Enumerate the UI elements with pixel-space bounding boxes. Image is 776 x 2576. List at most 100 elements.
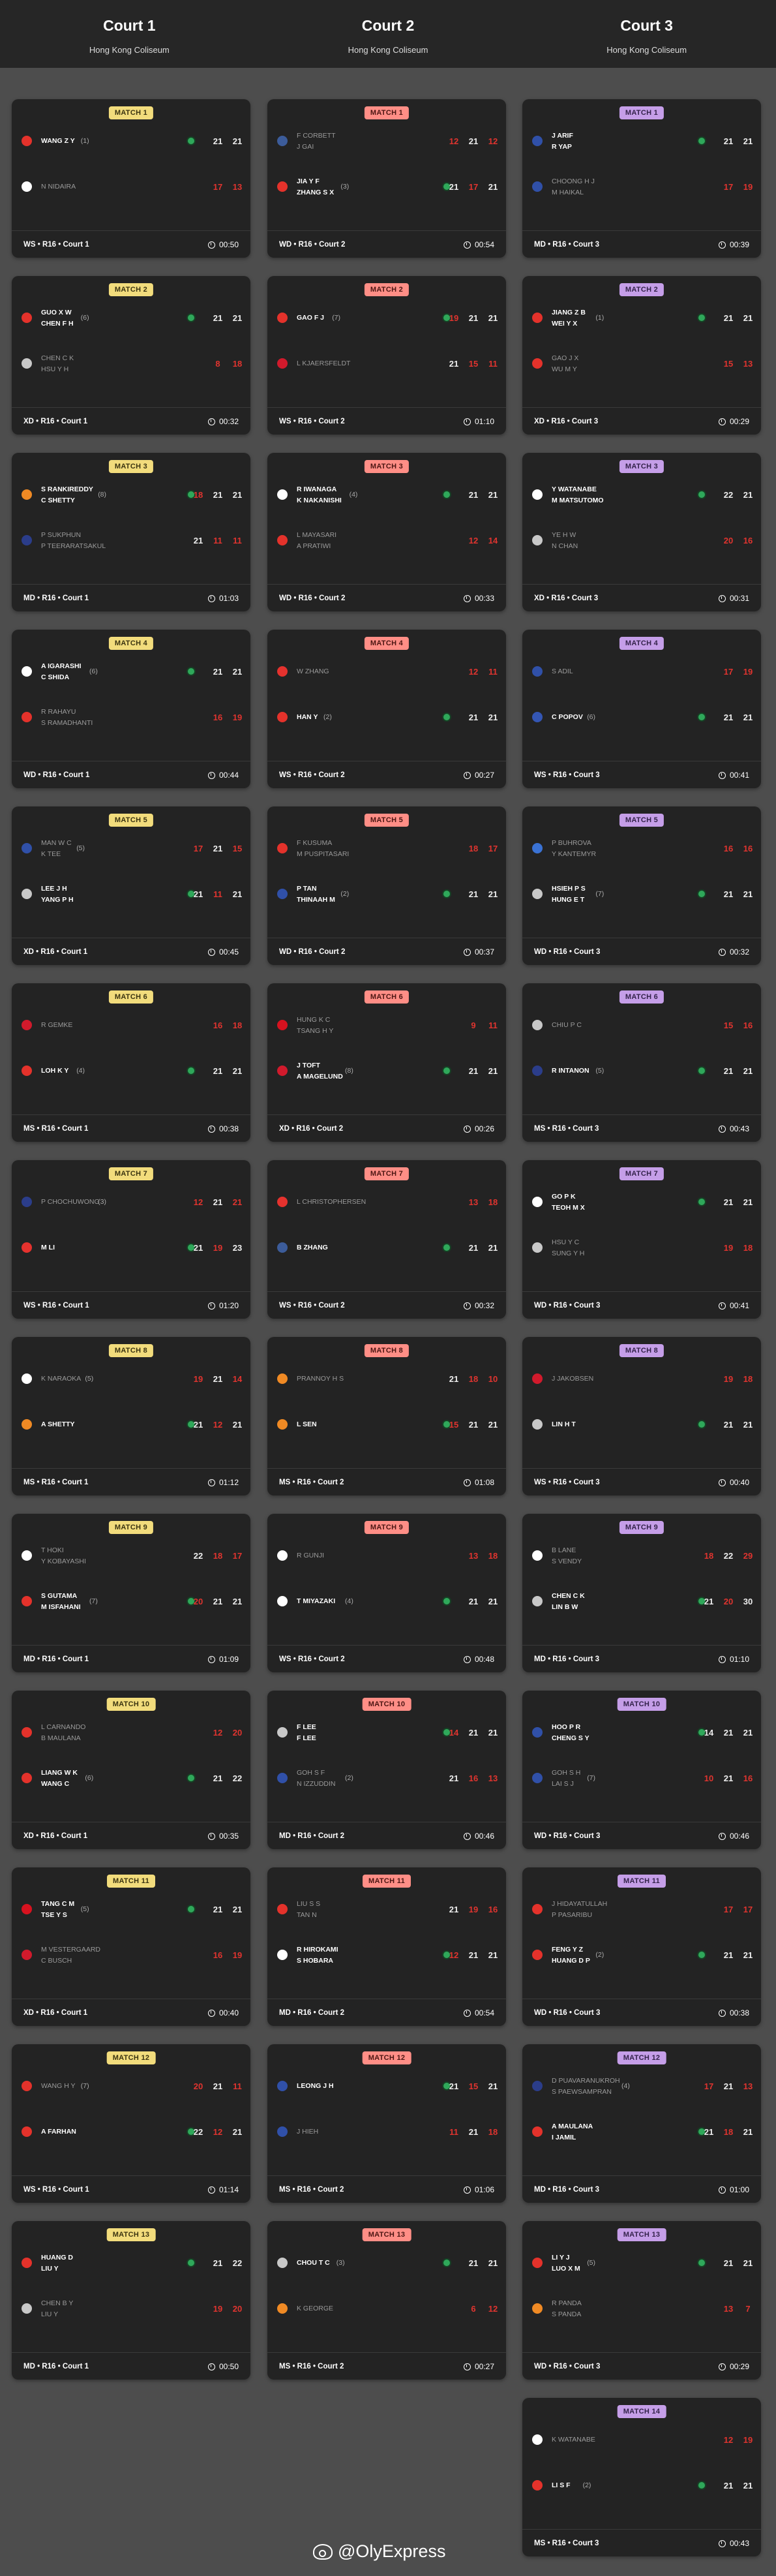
match-card[interactable]: MATCH 5 MAN W C K TEE (5) 17 21 15 LEE J H YANG … [12, 806, 250, 965]
match-card[interactable]: MATCH 11 J HIDAYATULLAH P PASARIBU 17 17 FENG… [522, 1867, 761, 2026]
player-name[interactable]: J GAI [297, 142, 314, 151]
player-name[interactable]: L MAYASARI [297, 530, 337, 539]
player-name[interactable]: P CHOCHUWONG [41, 1198, 100, 1206]
player-name[interactable]: Y KOBAYASHI [41, 1557, 86, 1565]
player-name[interactable]: J JAKOBSEN [552, 1375, 594, 1383]
player-name[interactable]: S PAEWSAMPRAN [552, 2087, 612, 2096]
player-name[interactable]: R HIROKAMI [297, 1945, 338, 1954]
player-name[interactable]: S ADIL [552, 667, 573, 675]
player-name[interactable]: WU M Y [552, 365, 577, 373]
player-name[interactable]: WANG Z Y [41, 137, 75, 145]
player-name[interactable]: F KUSUMA [297, 838, 333, 847]
player-name[interactable]: LOH K Y [41, 1067, 69, 1075]
match-card[interactable]: MATCH 4 A IGARASHI C SHIDA (6) 21 21 R RAHAYU S… [12, 630, 250, 788]
player-name[interactable]: Y WATANABE [552, 485, 597, 493]
player-name[interactable]: TSE Y S [41, 1910, 67, 1919]
player-name[interactable]: B ZHANG [297, 1244, 328, 1251]
player-name[interactable]: R GEMKE [41, 1021, 73, 1029]
player-name[interactable]: F LEE [297, 1734, 316, 1742]
player-name[interactable]: TAN N [297, 1910, 317, 1919]
match-card[interactable]: MATCH 7 GO P K TEOH M X 21 21 HSU Y C SUNG Y H… [522, 1160, 761, 1319]
player-name[interactable]: R IWANAGA [297, 485, 337, 493]
player-name[interactable]: F CORBETT [297, 131, 336, 140]
player-name[interactable]: YANG P H [41, 895, 74, 904]
match-card[interactable]: MATCH 10 L CARNANDO B MAULANA 12 20 LIANG W K… [12, 1691, 250, 1849]
player-name[interactable]: T MIYAZAKI [297, 1597, 336, 1605]
player-name[interactable]: S VENDY [552, 1557, 582, 1565]
player-name[interactable]: W ZHANG [297, 667, 329, 675]
player-name[interactable]: A IGARASHI [41, 662, 82, 670]
match-card[interactable]: MATCH 12 LEONG J H 21 15 21 J HIEH 11 21 18 MS • … [267, 2044, 506, 2203]
player-name[interactable]: N IZZUDDIN [297, 1779, 336, 1788]
player-name[interactable]: CHEN F H [41, 319, 74, 328]
player-name[interactable]: SUNG Y H [552, 1249, 585, 1257]
player-name[interactable]: LIN B W [552, 1602, 578, 1611]
player-name[interactable]: LAI S J [552, 1779, 574, 1788]
match-card[interactable]: MATCH 12 WANG H Y (7) 20 21 11 A FARHAN 22 12 21 W… [12, 2044, 250, 2203]
court-2-header[interactable]: Court 2 Hong Kong Coliseum [259, 0, 518, 68]
player-name[interactable]: M PUSPITASARI [297, 850, 350, 858]
player-name[interactable]: B MAULANA [41, 1734, 81, 1742]
player-name[interactable]: K NAKANISHI [297, 496, 342, 504]
player-name[interactable]: D PUAVARANUKROH [552, 2076, 620, 2085]
match-card[interactable]: MATCH 13 CHOU T C (3) 21 21 K GEORGE 6 12 MS • R… [267, 2221, 506, 2380]
player-name[interactable]: R RAHAYU [41, 707, 76, 716]
player-name[interactable]: CHOONG H J [552, 177, 595, 185]
player-name[interactable]: GO P K [552, 1192, 576, 1201]
player-name[interactable]: GAO F J [297, 314, 325, 322]
player-name[interactable]: I JAMIL [552, 2133, 576, 2141]
player-name[interactable]: M MATSUTOMO [552, 496, 604, 504]
player-name[interactable]: LI Y J [552, 2253, 570, 2262]
match-card[interactable]: MATCH 2 GUO X W CHEN F H (6) 21 21 CHEN C K HSU… [12, 276, 250, 435]
player-name[interactable]: HUNG E T [552, 895, 585, 904]
player-name[interactable]: K TEE [41, 850, 61, 858]
player-name[interactable]: ZHANG S X [297, 188, 335, 196]
player-name[interactable]: HSU Y H [41, 365, 69, 373]
player-name[interactable]: MAN W C [41, 838, 72, 847]
player-name[interactable]: P BUHROVA [552, 838, 591, 847]
player-name[interactable]: LIN H T [552, 1420, 576, 1428]
match-card[interactable]: MATCH 6 CHIU P C 15 16 R INTANON (5) 21 21 MS • … [522, 983, 761, 1142]
match-card[interactable]: MATCH 7 L CHRISTOPHERSEN 13 18 B ZHANG 21 21 WS… [267, 1160, 506, 1319]
player-name[interactable]: J ARIF [552, 131, 573, 140]
player-name[interactable]: K NARAOKA [41, 1375, 82, 1383]
player-name[interactable]: GUO X W [41, 308, 72, 316]
player-name[interactable]: HAN Y [297, 713, 318, 721]
match-card[interactable]: MATCH 11 TANG C M TSE Y S (5) 21 21 M VESTERGA… [12, 1867, 250, 2026]
player-name[interactable]: HUNG K C [297, 1015, 331, 1024]
player-name[interactable]: K WATANABE [552, 2436, 595, 2444]
player-name[interactable]: R INTANON [552, 1067, 589, 1075]
player-name[interactable]: N NIDAIRA [41, 183, 76, 191]
match-card[interactable]: MATCH 8 PRANNOY H S 21 18 10 L SEN 15 21 21 MS • … [267, 1337, 506, 1495]
player-name[interactable]: A PRATIWI [297, 542, 331, 550]
match-card[interactable]: MATCH 1 F CORBETT J GAI 12 21 12 JIA Y F ZHANG … [267, 99, 506, 258]
player-name[interactable]: LIU Y [41, 2310, 59, 2318]
player-name[interactable]: CHENG S Y [552, 1734, 589, 1742]
player-name[interactable]: HUANG D [41, 2253, 73, 2262]
player-name[interactable]: WEI Y X [552, 319, 578, 328]
match-card[interactable]: MATCH 12 D PUAVARANUKROH S PAEWSAMPRAN (4) 1… [522, 2044, 761, 2203]
player-name[interactable]: C SHIDA [41, 673, 70, 681]
match-card[interactable]: MATCH 11 LIU S S TAN N 21 19 16 R HIROKAMI S HO… [267, 1867, 506, 2026]
player-name[interactable]: S RAMADHANTI [41, 718, 93, 727]
player-name[interactable]: L SEN [297, 1420, 317, 1428]
player-name[interactable]: P SUKPHUN [41, 530, 82, 539]
court-3-header[interactable]: Court 3 Hong Kong Coliseum [517, 0, 776, 68]
player-name[interactable]: YE H W [552, 530, 576, 539]
player-name[interactable]: LIU Y [41, 2264, 59, 2273]
match-card[interactable]: MATCH 10 HOO P R CHENG S Y 14 21 21 GOH S H LAI… [522, 1691, 761, 1849]
player-name[interactable]: CHOU T C [297, 2259, 330, 2267]
match-card[interactable]: MATCH 8 K NARAOKA (5) 19 21 14 A SHETTY 21 12 21 M… [12, 1337, 250, 1495]
match-card[interactable]: MATCH 13 LI Y J LUO X M (5) 21 21 R PANDA S PAN… [522, 2221, 761, 2380]
player-name[interactable]: C POPOV [552, 713, 583, 721]
player-name[interactable]: S RANKIREDDY [41, 485, 93, 493]
player-name[interactable]: TSANG H Y [297, 1026, 334, 1035]
player-name[interactable]: J HIEH [297, 2128, 319, 2136]
player-name[interactable]: P TEERARATSAKUL [41, 542, 106, 550]
player-name[interactable]: HUANG D P [552, 1956, 590, 1965]
